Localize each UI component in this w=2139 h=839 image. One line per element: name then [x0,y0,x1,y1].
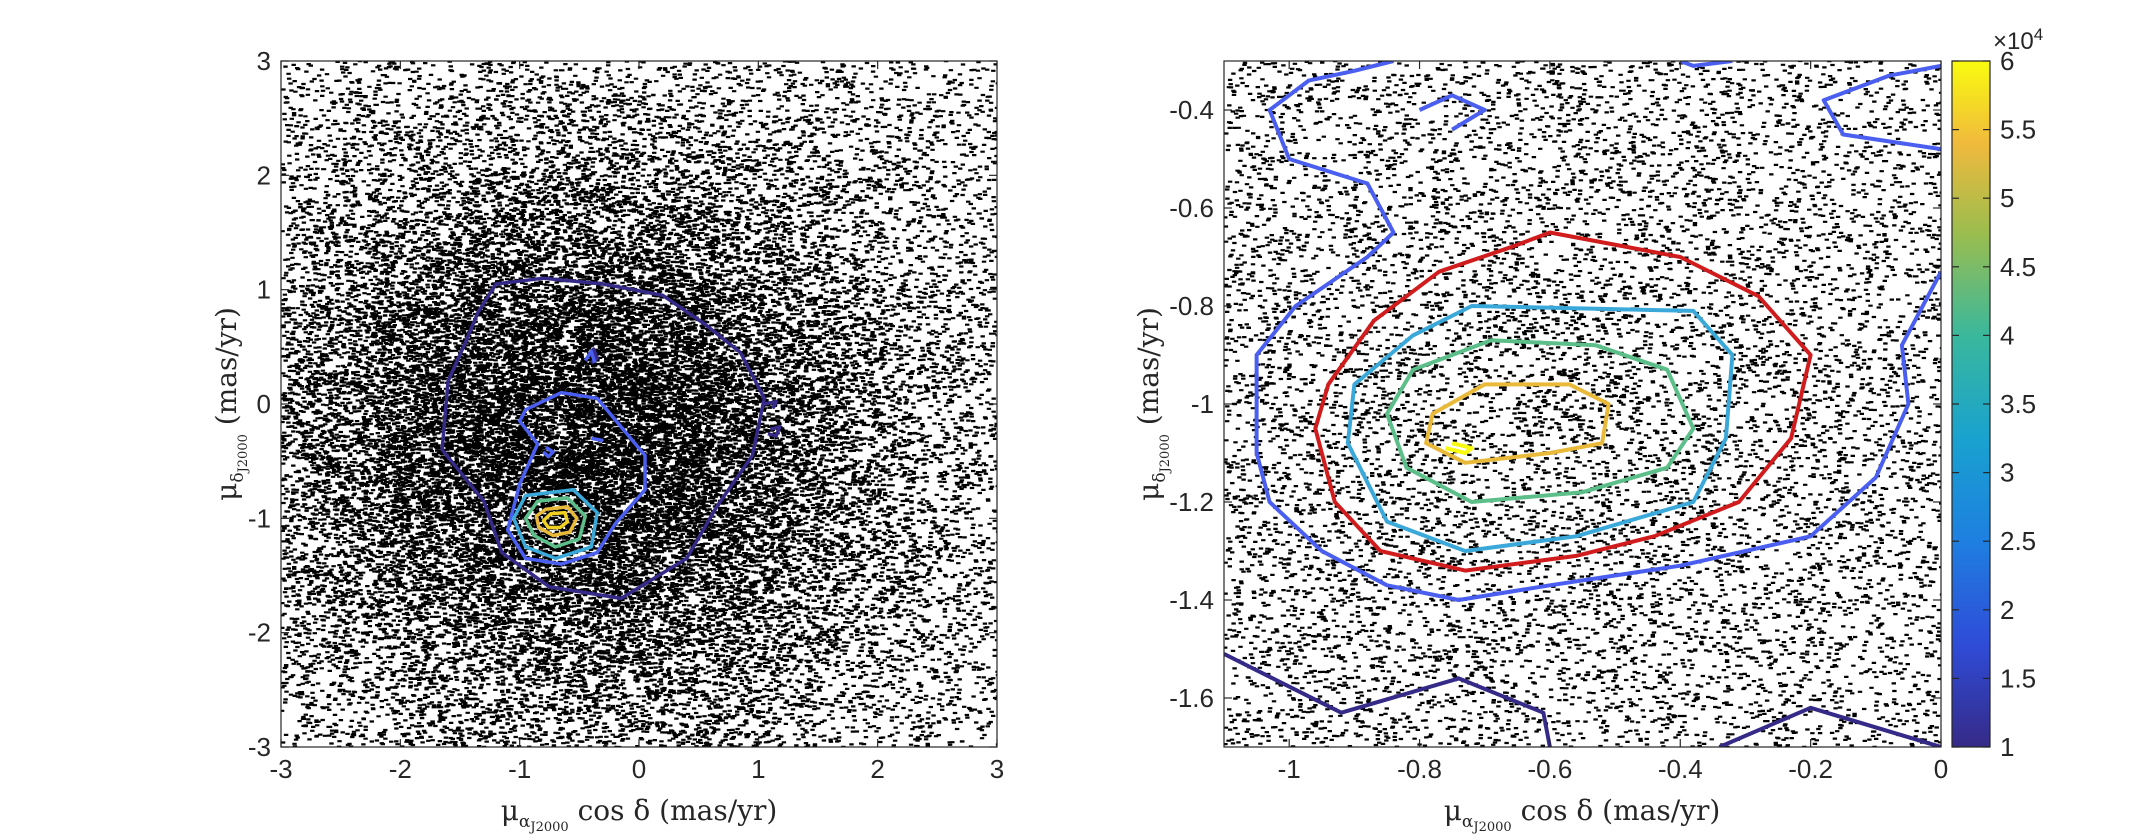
colorbar-tick-label: 1.5 [2000,663,2036,693]
contour-level-40000 [1385,338,1696,504]
contour-level-20000 [590,436,604,443]
chart-left: -3 -2 -1 0 1 2 3 -3 -2 -1 0 1 2 3 μαJ2000 cos δ (mas… [210,46,1004,835]
scatter-points-1 [281,61,997,747]
colorbar-tick-label: 4 [2000,320,2014,350]
contour-level-40000 [523,496,588,549]
contour-level-55000 [541,510,570,530]
right-x-ticks: -1 -0.8 -0.6 -0.4 -0.2 0 [1278,61,1948,784]
contour-level-10000 [440,276,767,601]
contour-level-10000 [1718,705,1941,747]
y-tick-label: -0.4 [1169,95,1214,125]
contour-level-20000 [1418,93,1487,132]
x-tick-label: -0.4 [1658,754,1703,784]
x-tick-label: -1 [508,754,531,784]
colorbar-tick-label: 1 [2000,732,2014,762]
chart-right: -1 -0.8 -0.6 -0.4 -0.2 0 -1.6 -1.4 -1.2 -1 -0.8 -0… [1132,25,2043,835]
colorbar-tick-label: 6 [2000,46,2014,76]
left-x-ticks: -3 -2 -1 0 1 2 3 [269,61,1004,784]
y-tick-label: 3 [257,46,271,76]
y-tick-label: -2 [248,618,271,648]
right-scatter-points [1224,61,1941,747]
y-tick-label: 0 [257,389,271,419]
scatter-points-2 [1224,61,1941,747]
contour-level-20000 [542,445,555,459]
left-scatter-points [281,61,997,747]
left-y-axis-label: μδJ2000 (mas/yr) [210,307,251,501]
contour-level-20000 [583,349,597,364]
colorbar-tick-label: 5 [2000,183,2014,213]
right-y-axis-label: μδJ2000 (mas/yr) [1132,307,1173,501]
right-y-ticks: -1.6 -1.4 -1.2 -1 -0.8 -0.6 -0.4 [1169,95,1941,713]
y-tick-label: -1.2 [1169,487,1214,517]
right-contours [1224,61,1941,747]
x-tick-label: 3 [990,754,1004,784]
x-tick-label: 0 [1934,754,1948,784]
y-tick-label: -1 [1191,389,1214,419]
y-tick-label: 1 [257,275,271,305]
colorbar-tick-label: 3.5 [2000,389,2036,419]
y-tick-label: -3 [248,732,271,762]
y-tick-label: -1 [248,503,271,533]
contour-level-35000 [1345,304,1735,553]
x-tick-label: 1 [751,754,765,784]
contour-level-50000 [1424,382,1611,465]
y-tick-label: 2 [257,160,271,190]
y-tick-label: -1.4 [1169,585,1214,615]
colorbar-tick-label: 4.5 [2000,252,2036,282]
contour-level-20000 [505,390,647,566]
contour-level-35000 [511,488,599,561]
contour-level-60000 [1445,441,1474,455]
x-tick-label: 2 [870,754,884,784]
x-tick-label: -2 [389,754,412,784]
y-tick-label: -1.6 [1169,683,1214,713]
colorbar-tick-label: 3 [2000,458,2014,488]
x-tick-label: 0 [632,754,646,784]
contour-level-10000 [763,399,778,410]
colorbar: 1 1.5 2 2.5 3 3.5 4 4.5 5 5.5 6 ×104 [1951,25,2043,762]
x-tick-label: -3 [269,754,292,784]
left-y-ticks: -3 -2 -1 0 1 2 3 [248,46,997,762]
contour-level-10000 [767,425,782,438]
x-tick-label: -0.2 [1788,754,1833,784]
x-tick-label: -0.8 [1397,754,1442,784]
colorbar-tick-label: 2.5 [2000,526,2036,556]
left-x-axis-label: μαJ2000 cos δ (mas/yr) [501,794,778,835]
contour-level-30000 [1313,230,1813,573]
colorbar-tick-label: 5.5 [2000,115,2036,145]
y-tick-label: -0.6 [1169,193,1214,223]
contour-level-10000 [1224,652,1552,747]
contour-level-20000 [1679,61,1733,68]
left-contours [440,276,782,601]
right-x-axis-label: μαJ2000 cos δ (mas/yr) [1444,794,1721,835]
colorbar-ticks: 1 1.5 2 2.5 3 3.5 4 4.5 5 5.5 6 [1952,46,2036,762]
left-plot-area [281,61,997,747]
contour-level-20000 [1254,61,1941,602]
contour-level-20000 [1821,63,1941,152]
x-tick-label: -1 [1278,754,1301,784]
x-tick-label: -0.6 [1528,754,1573,784]
contour-level-50000 [534,505,579,538]
right-plot-area [1224,61,1941,747]
colorbar-multiplier: ×104 [1993,25,2043,55]
y-tick-label: -0.8 [1169,291,1214,321]
colorbar-tick-label: 2 [2000,595,2014,625]
